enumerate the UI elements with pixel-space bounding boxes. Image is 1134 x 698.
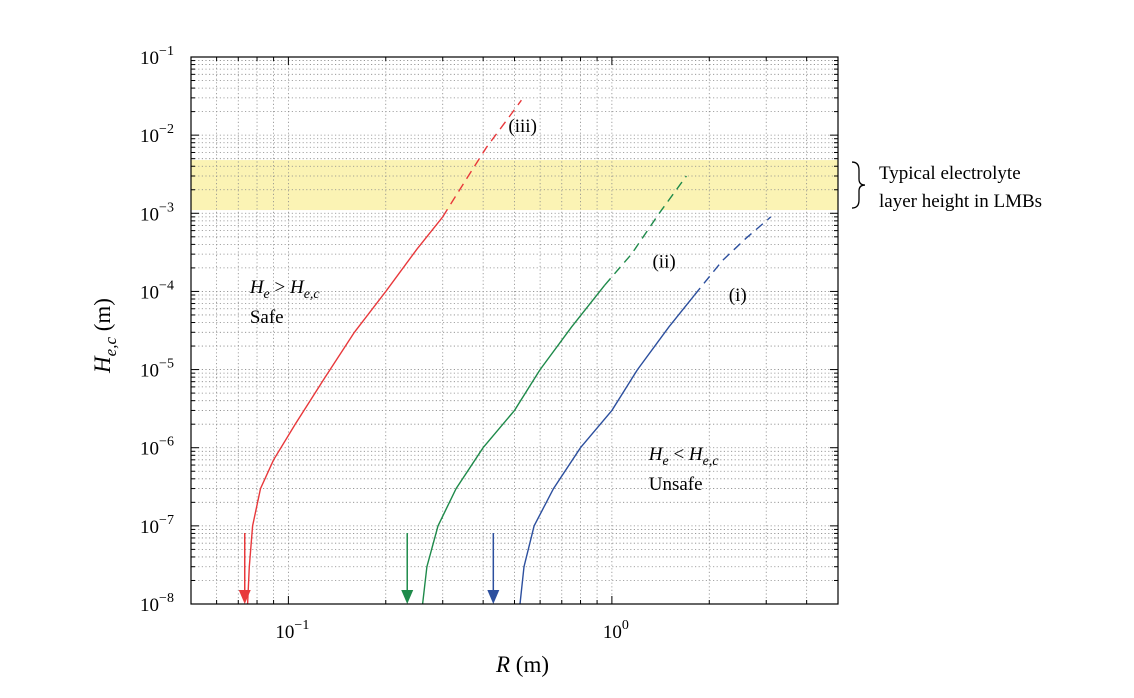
band-label-line1: Typical electrolyte xyxy=(879,163,1021,184)
series-line-solid xyxy=(421,284,606,605)
series-line-dashed xyxy=(693,216,772,296)
y-tick-label: 10−7 xyxy=(140,513,174,538)
electrolyte-band xyxy=(191,160,838,211)
series-label: (i) xyxy=(729,285,747,306)
y-tick-label: 10−4 xyxy=(140,278,174,303)
y-tick-label: 10−2 xyxy=(140,122,174,147)
region-annotation-label: Safe xyxy=(250,307,284,328)
label-layer: 10−8 10−7 10−6 10−5 10−4 10−3 10−2 10−1 10−1 100 (… xyxy=(90,44,1042,677)
series-line-solid xyxy=(246,216,444,605)
series-label: (ii) xyxy=(652,252,675,273)
series-line-dashed xyxy=(604,175,687,286)
series-label: (iii) xyxy=(508,116,537,137)
x-tick-label: 100 xyxy=(603,618,629,643)
x-axis-title: R (m) xyxy=(495,652,549,677)
region-annotation-label: Unsafe xyxy=(649,474,703,495)
region-annotation: He > He,c xyxy=(249,277,321,302)
electrolyte-band-layer xyxy=(191,160,838,211)
x-tick-label: 10−1 xyxy=(275,618,309,643)
series-arrow-head xyxy=(487,590,500,604)
series-layer xyxy=(238,99,772,605)
series-arrow-head xyxy=(238,590,251,604)
y-tick-label: 10−6 xyxy=(140,435,174,460)
series-arrow-head xyxy=(401,590,414,604)
band-label-line2: layer height in LMBs xyxy=(879,191,1042,212)
series-line-dashed xyxy=(442,99,522,218)
band-brace xyxy=(851,161,866,209)
grid-layer xyxy=(191,57,838,604)
y-tick-label: 10−1 xyxy=(140,44,174,69)
y-axis-title: He,c (m) xyxy=(90,298,120,374)
series-line-solid xyxy=(519,294,696,605)
region-annotation: He < He,c xyxy=(648,444,720,469)
y-tick-label: 10−5 xyxy=(140,357,174,382)
y-tick-label: 10−3 xyxy=(140,200,174,225)
tick-layer xyxy=(190,56,839,605)
y-tick-label: 10−8 xyxy=(140,591,174,616)
